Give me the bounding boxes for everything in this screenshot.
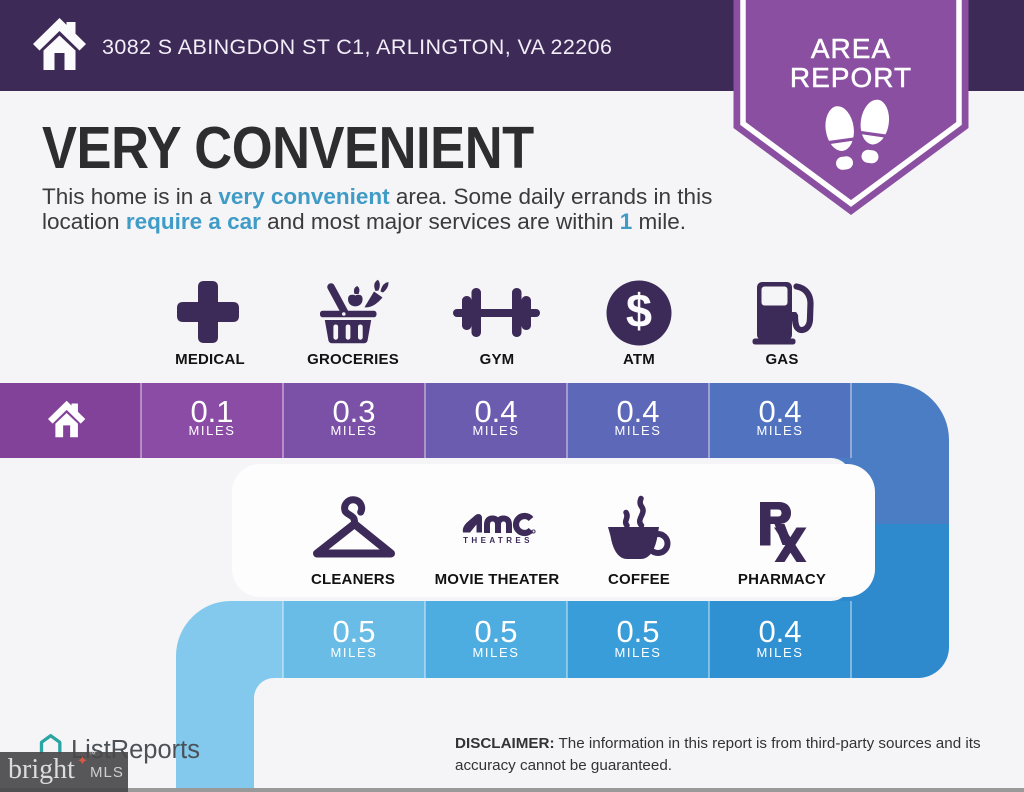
svg-text:REPORT: REPORT: [790, 62, 912, 93]
svg-text:$: $: [626, 284, 652, 337]
svg-text:THEATRES: THEATRES: [463, 536, 533, 545]
svg-text:AREA: AREA: [811, 33, 891, 64]
